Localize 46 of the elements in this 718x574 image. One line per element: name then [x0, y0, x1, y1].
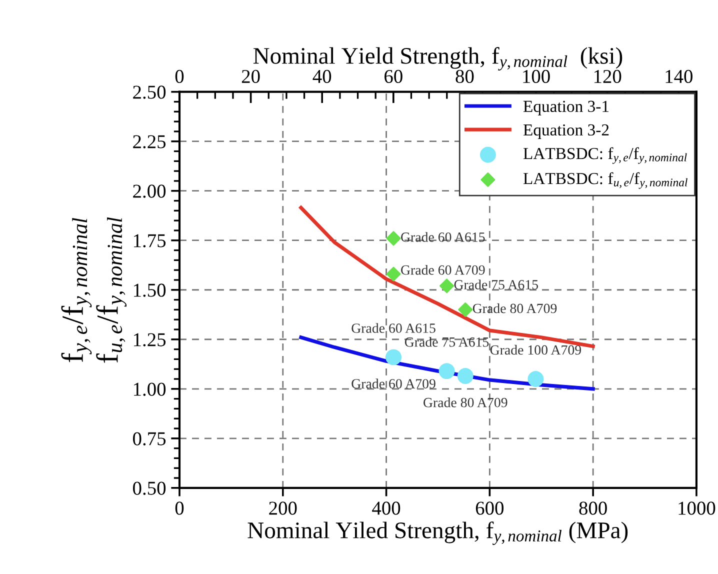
- annotation: Grade 60 A615: [352, 323, 436, 333]
- x-tick-label: 200: [269, 502, 297, 515]
- annotation: Grade 80 A709: [424, 397, 508, 408]
- legend-label: LATBSDC: f$_{u,e}$/f$_{y,nominal}$: [523, 172, 688, 189]
- y-tick-label: 1.00: [134, 382, 166, 396]
- x-tick-label: 800: [579, 502, 607, 515]
- x2-tick-label: 120: [594, 70, 622, 84]
- y-tick-label: 0.75: [133, 432, 166, 446]
- y-tick-label: 2.25: [133, 135, 166, 148]
- point: [386, 349, 402, 366]
- annotation: Grade 60 A709: [401, 264, 485, 275]
- line-series: [299, 336, 595, 391]
- x-tick-label: 0: [175, 502, 184, 515]
- x2-axis-title: Nominal Yield Strength, f$_{y,nominal}$ (ksi): [253, 47, 622, 70]
- legend-label: Equation 3-2: [523, 124, 609, 139]
- point: [438, 363, 455, 380]
- x2-tick-label: 100: [523, 70, 550, 84]
- x-tick-label: 600: [476, 502, 504, 515]
- annotation: Grade 60 A615: [401, 232, 485, 242]
- y-tick-label: 1.50: [134, 284, 166, 297]
- annotation: Grade 75 A615: [454, 280, 538, 290]
- text: f$_{y,e}$/f$_{y,nominal}$ f$_{u,e}$/f$_{y,nominal}$: [61, 217, 127, 363]
- x2-tick-label: 140: [666, 70, 692, 84]
- point: [457, 368, 474, 384]
- point: [439, 278, 454, 294]
- x2-tick-label: 40: [312, 70, 332, 84]
- annotation: Grade 60 A709: [352, 378, 436, 388]
- x-tick-label: 400: [372, 502, 400, 515]
- legend-label: LATBSDC: f$_{y,e}$/f$_{y,nominal}$: [523, 147, 687, 164]
- point: [458, 302, 473, 317]
- x2-tick-label: 20: [242, 70, 260, 84]
- x2-tick-label: 80: [456, 70, 474, 84]
- x2-tick-label: 60: [384, 70, 402, 84]
- y-tick-label: 1.25: [134, 333, 166, 346]
- legend-label: Equation 3-1: [523, 100, 609, 116]
- y-tick-label: 1.75: [134, 234, 166, 248]
- x2-tick-label: 0: [175, 70, 184, 84]
- point: [528, 371, 544, 387]
- point: [386, 266, 401, 282]
- x-tick-label: 1000: [678, 502, 716, 515]
- y-tick-label: 2.00: [133, 184, 166, 198]
- point: [386, 231, 401, 246]
- annotation: Grade 100 A709: [490, 344, 582, 355]
- x-axis-title: Nominal Yiled Strength, f$_{y,nominal}$ (MPa): [248, 522, 628, 545]
- y-tick-label: 0.50: [133, 482, 166, 495]
- y-tick-label: 2.50: [133, 86, 166, 99]
